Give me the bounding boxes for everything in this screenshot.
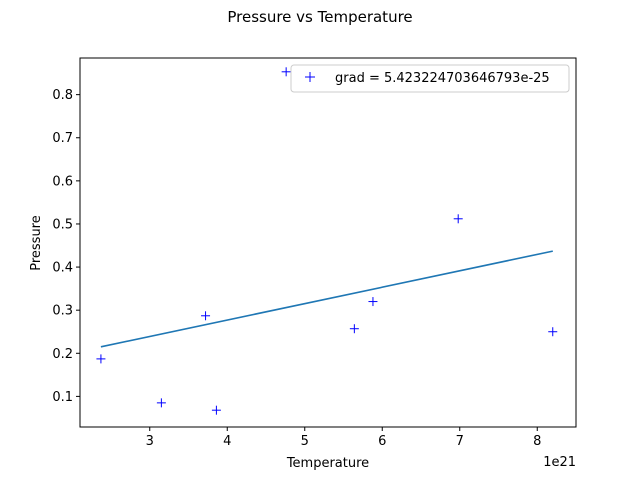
y-tick-label: 0.8	[52, 88, 73, 103]
chart-title: Pressure vs Temperature	[227, 8, 412, 26]
data-point	[211, 405, 221, 415]
plot-area	[79, 57, 577, 428]
x-tick-label: 6	[378, 434, 386, 449]
y-tick-label: 0.5	[52, 217, 73, 232]
data-point	[349, 324, 359, 334]
data-points-layer	[96, 67, 558, 415]
data-point	[156, 398, 166, 408]
legend: grad = 5.423224703646793e-25	[290, 64, 570, 93]
y-tick-label: 0.7	[52, 131, 73, 146]
legend-box	[290, 64, 570, 93]
x-tick-label: 3	[146, 434, 154, 449]
y-axis-label: Pressure	[29, 215, 44, 271]
legend-entry-label: grad = 5.423224703646793e-25	[335, 71, 550, 86]
data-point	[281, 67, 291, 77]
y-tick-label: 0.2	[52, 347, 73, 362]
axes-frame	[79, 57, 577, 428]
y-tick-label: 0.6	[52, 174, 73, 189]
x-axis-label: Temperature	[286, 456, 369, 471]
x-tick-label: 5	[301, 434, 309, 449]
y-tick-label: 0.3	[52, 304, 73, 319]
data-point	[201, 311, 211, 321]
data-point	[548, 327, 558, 337]
y-axis-ticks: 0.1 0.2 0.3 0.4 0.5 0.6 0.7 0.8	[52, 88, 80, 405]
fit-line	[100, 250, 553, 348]
x-tick-label: 8	[533, 434, 541, 449]
data-point	[96, 354, 106, 364]
x-axis-ticks: 3 4 5 6 7 8	[146, 427, 541, 449]
y-tick-label: 0.4	[52, 261, 73, 276]
x-tick-label: 7	[456, 434, 464, 449]
x-axis-offset-label: 1e21	[543, 455, 576, 470]
y-tick-label: 0.1	[52, 390, 73, 405]
fit-line-layer	[100, 250, 553, 348]
x-tick-label: 4	[223, 434, 231, 449]
data-point	[368, 297, 378, 307]
data-point	[453, 214, 463, 224]
